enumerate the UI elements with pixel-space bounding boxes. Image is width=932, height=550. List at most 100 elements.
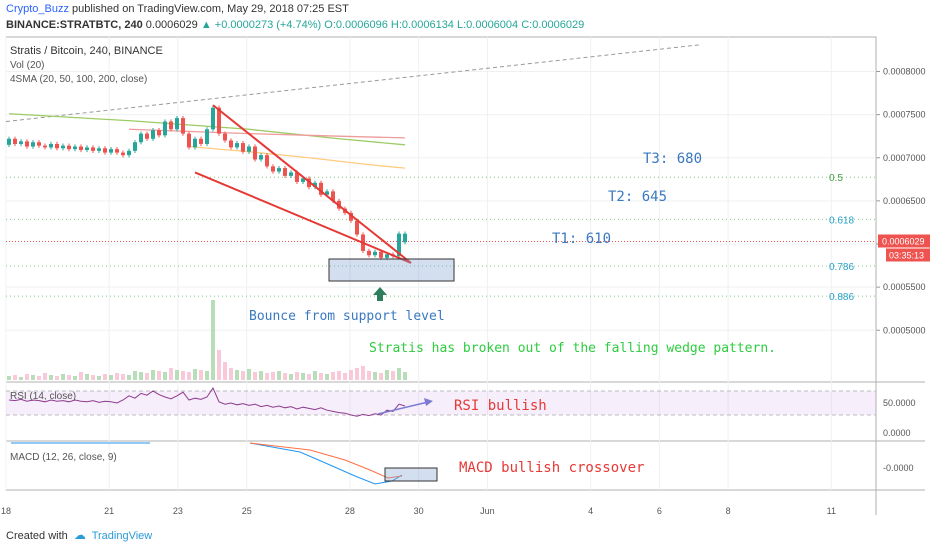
volume-bar — [385, 370, 389, 380]
volume-bar — [277, 371, 281, 380]
price-tick-label: 0.0008000 — [883, 67, 926, 77]
volume-bar — [247, 369, 251, 380]
candle-body — [7, 138, 11, 145]
quote-bar: BINANCE:STRATBTC, 240 0.0006029 ▲ +0.000… — [6, 19, 584, 31]
volume-bar — [37, 376, 41, 380]
last-price: 0.0006029 — [145, 19, 198, 31]
candle-body — [31, 142, 35, 147]
volume-bar — [301, 373, 305, 380]
candle-body — [103, 148, 107, 153]
volume-bar — [211, 300, 215, 380]
candle-body — [253, 146, 257, 160]
macd-tick-label: -0.0000 — [883, 463, 914, 473]
volume-bar — [151, 370, 155, 380]
fib-level-label: 0.786 — [829, 262, 854, 273]
volume-bar — [343, 373, 347, 380]
candle-body — [109, 149, 113, 153]
candle-body — [331, 191, 335, 201]
volume-bar — [403, 372, 407, 380]
signal-line — [249, 442, 403, 479]
volume-bar — [349, 370, 353, 380]
up-arrow-icon — [373, 287, 387, 301]
countdown-label: 03:35:13 — [889, 250, 924, 260]
sma-line — [8, 113, 406, 146]
volume-bar — [157, 371, 161, 380]
chart-title: Stratis / Bitcoin, 240, BINANCE — [10, 45, 163, 57]
volume-bar — [397, 368, 401, 380]
rsi-band — [6, 391, 876, 415]
volume-bar — [259, 371, 263, 380]
candle-body — [373, 251, 377, 256]
candle-body — [247, 146, 251, 152]
candle-body — [133, 142, 137, 151]
candle-body — [355, 220, 359, 235]
tradingview-brand[interactable]: TradingView — [91, 530, 153, 542]
candle-body — [145, 133, 149, 139]
candle-body — [259, 155, 263, 160]
volume-bar — [289, 374, 293, 380]
fib-level-label: 0.618 — [829, 215, 854, 226]
price-tick-label: 0.0007000 — [883, 153, 926, 163]
candle-body — [79, 146, 83, 150]
candle-body — [139, 133, 143, 143]
price-change: +0.0000273 (+4.74%) — [214, 19, 322, 31]
change-arrow-icon: ▲ — [200, 19, 212, 31]
macd-line — [249, 442, 403, 485]
candle-body — [349, 212, 353, 221]
last-price-badge — [878, 234, 930, 248]
support-zone-box — [328, 258, 455, 282]
volume-bar — [199, 370, 203, 380]
volume-bar — [145, 373, 149, 380]
rsi-annotation: RSI bullish — [454, 398, 547, 414]
candle-body — [229, 140, 233, 148]
volume-bar — [109, 375, 113, 380]
volume-bar — [43, 373, 47, 380]
macd-annotation: MACD bullish crossover — [459, 460, 644, 476]
volume-bar — [271, 372, 275, 380]
volume-bar — [193, 369, 197, 380]
volume-bar — [241, 371, 245, 380]
rsi-tick-label: 50.0000 — [883, 398, 916, 408]
candle-body — [169, 121, 173, 130]
price-tick-label: 0.0005000 — [883, 325, 926, 335]
volume-bar — [205, 371, 209, 380]
candle-body — [55, 143, 59, 149]
candle-body — [367, 250, 371, 256]
candle-body — [85, 147, 89, 150]
volume-bar — [73, 376, 77, 380]
volume-bar — [295, 372, 299, 380]
candle-body — [127, 150, 131, 156]
author-link[interactable]: Crypto_Buzz — [6, 3, 69, 15]
volume-bar — [325, 374, 329, 380]
volume-legend: Vol (20) — [10, 60, 45, 71]
time-tick-label: 21 — [104, 506, 114, 516]
rsi-trend-arrow — [377, 401, 429, 415]
volume-bar — [61, 374, 65, 380]
macd-crossover-box — [384, 467, 438, 482]
volume-bar — [91, 375, 95, 380]
time-tick-label: 30 — [414, 506, 424, 516]
candle-body — [283, 168, 287, 176]
candle-body — [241, 143, 245, 152]
volume-bar — [121, 374, 125, 380]
volume-bar — [313, 371, 317, 380]
candle-body — [175, 118, 179, 130]
volume-bar — [307, 374, 311, 380]
volume-bar — [367, 371, 371, 380]
rsi-tick-label: 0.0000 — [883, 428, 911, 438]
candle-body — [61, 145, 65, 149]
rsi-line — [8, 386, 406, 417]
candle-body — [301, 178, 305, 182]
candle-body — [265, 155, 269, 167]
candle-body — [97, 148, 101, 151]
candle-body — [385, 254, 389, 258]
volume-bar — [379, 373, 383, 380]
symbol-label: BINANCE:STRATBTC, 240 — [6, 19, 143, 31]
volume-bar — [391, 371, 395, 380]
volume-bar — [235, 370, 239, 380]
candle-body — [193, 138, 197, 148]
time-tick-label: 23 — [173, 506, 183, 516]
candle-body — [211, 107, 215, 130]
volume-bar — [181, 371, 185, 380]
